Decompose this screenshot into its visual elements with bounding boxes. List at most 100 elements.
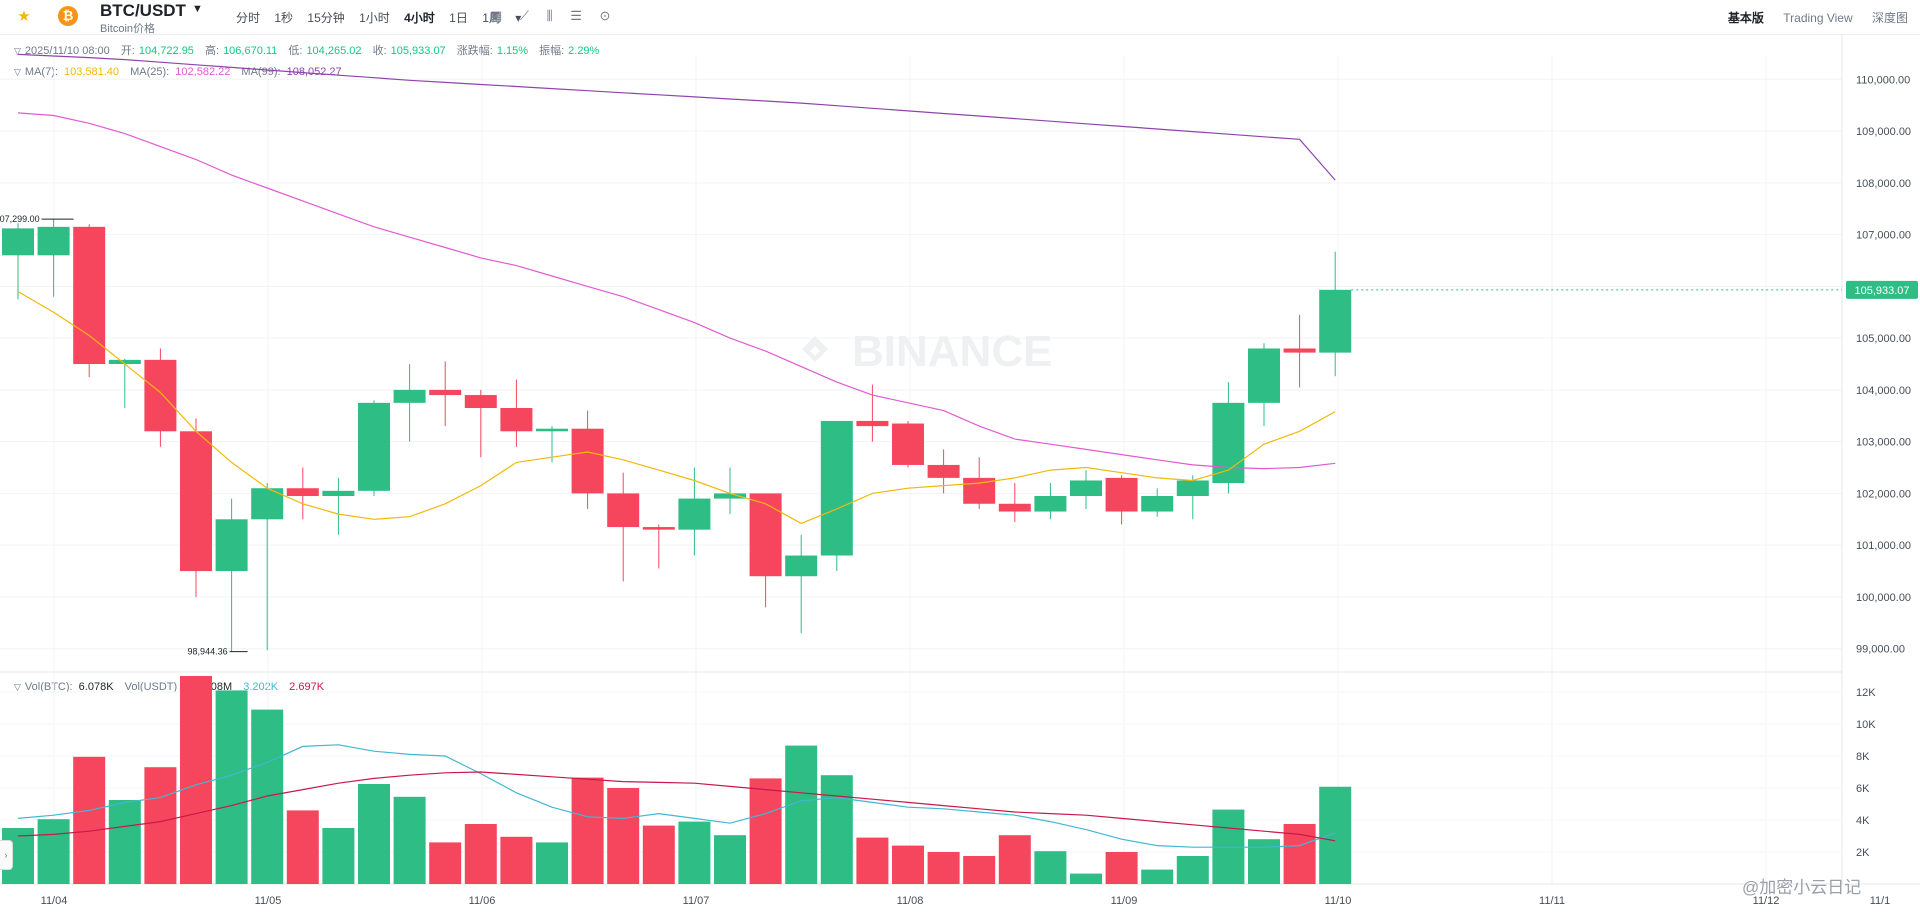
view-basic[interactable]: 基本版 [1727, 11, 1764, 25]
pair-dropdown-icon[interactable]: ▼ [192, 3, 203, 15]
volume-bar [37, 819, 70, 884]
volume-tick-label: 8K [1856, 751, 1870, 763]
interval-tab[interactable]: 1日 [449, 11, 468, 25]
candle-body [500, 408, 533, 432]
candle-body [286, 488, 319, 496]
price-tick-label: 110,000.00 [1856, 74, 1910, 86]
interval-tab[interactable]: 1周 [482, 11, 501, 25]
interval-tab-active[interactable]: 4小时 [404, 11, 435, 25]
high-label: 高: [205, 45, 220, 57]
candle-body [856, 420, 889, 427]
ma25-line [17, 112, 1336, 470]
ohlc-info-bar: ▽ 2025/11/10 08:00 开: 104,722.95 高: 106,670… [14, 42, 599, 58]
volume-bar [180, 676, 212, 884]
volume-bar [1176, 856, 1209, 884]
more-intervals-icon[interactable]: ▾ [515, 11, 522, 25]
more-settings-icon[interactable]: ⊙ [599, 8, 611, 23]
vol-usdt-label: Vol(USDT) [124, 681, 178, 693]
vol-ma1-value: 3.202K [243, 681, 279, 693]
change-value: 1.15% [496, 45, 529, 57]
volume-bar [785, 745, 818, 884]
candle-body [215, 519, 248, 572]
volume-bar [998, 835, 1031, 884]
candle-body [1212, 402, 1245, 484]
interval-tab[interactable]: 1小时 [359, 11, 390, 25]
favorite-star-icon[interactable]: ★ [17, 8, 31, 25]
candle-body [820, 420, 853, 556]
candle-body [108, 359, 141, 364]
price-tick-label: 108,000.00 [1856, 178, 1911, 190]
time-axis-label: 11/09 [1111, 895, 1138, 907]
amplitude-label: 振幅: [539, 45, 565, 57]
candle-body [464, 395, 497, 408]
calendar-icon[interactable]: ▦ [490, 8, 503, 23]
low-value: 104,265.02 [306, 45, 362, 57]
collapse-chevron-icon[interactable]: ▽ [14, 46, 21, 56]
volume-bar [1070, 873, 1102, 884]
pair-title[interactable]: BTC/USDT [100, 1, 186, 20]
volume-bar [464, 824, 497, 884]
interval-tab[interactable]: 15分钟 [307, 11, 345, 25]
volume-tick-label: 4K [1856, 815, 1870, 827]
bitcoin-coin-icon: ₿ [58, 6, 78, 26]
ma-collapse-icon[interactable]: ▽ [14, 67, 21, 77]
close-value: 105,933.07 [390, 45, 446, 57]
volume-tick-label: 10K [1856, 719, 1876, 731]
volume-bar [571, 777, 604, 884]
interval-tab[interactable]: 分时 [236, 11, 261, 25]
ma25-label: MA(25): [130, 66, 170, 78]
interval-tab[interactable]: 1秒 [274, 11, 294, 25]
volume-bar [1105, 852, 1138, 884]
candle-body [536, 428, 568, 432]
volume-bar [500, 836, 533, 884]
view-depth[interactable]: 深度图 [1871, 11, 1908, 25]
volume-bar [536, 842, 568, 884]
view-tradingview[interactable]: Trading View [1783, 11, 1853, 25]
candle-type-icon[interactable]: ⫼ [546, 8, 553, 23]
price-tick-label: 104,000.00 [1856, 385, 1911, 397]
volume-tick-label: 2K [1856, 847, 1870, 859]
indicator-icon[interactable]: ⟋ [519, 8, 530, 23]
min-price-label: 98,944.36 [188, 647, 228, 657]
time-axis-label: 11/04 [41, 895, 68, 907]
candle-body [1034, 496, 1067, 512]
time-axis-label: 11/12 [1753, 895, 1780, 907]
candle-body [1070, 480, 1102, 496]
high-value: 106,670.11 [223, 45, 278, 57]
candle-body [892, 423, 924, 465]
candle-body [144, 359, 177, 432]
current-price-badge [1846, 280, 1918, 299]
volume-bar [714, 835, 746, 884]
volume-bar [927, 852, 960, 884]
vol-ma2-value: 2.697K [289, 681, 325, 693]
candle-body [1319, 289, 1352, 353]
amplitude-value: 2.29% [568, 45, 600, 57]
time-axis-label: 11/10 [1325, 895, 1352, 907]
candle-body [642, 527, 675, 530]
time-axis-label: 11/05 [255, 895, 282, 907]
price-tick-label: 109,000.00 [1856, 126, 1911, 138]
vol-collapse-icon[interactable]: ▽ [14, 682, 21, 692]
volume-bar [856, 837, 889, 884]
panel-collapse-handle[interactable]: › [0, 840, 13, 870]
ma7-value: 103,581.40 [63, 66, 120, 78]
volume-bar [358, 784, 390, 884]
vol-btc-value: 6.078K [78, 681, 114, 693]
volume-bar [820, 775, 853, 884]
settings-sliders-icon[interactable]: ☰ [570, 8, 582, 23]
time-axis-label: 11/11 [1539, 895, 1565, 907]
candle-body [2, 228, 34, 256]
volume-bar [215, 690, 248, 884]
price-tick-label: 103,000.00 [1856, 437, 1911, 449]
binance-logo-inner [810, 346, 820, 356]
candle-body [678, 498, 711, 530]
pair-subtitle[interactable]: Bitcoin价格 [100, 23, 156, 35]
candle-body [963, 477, 996, 504]
time-axis-label: 11/08 [897, 895, 924, 907]
price-tick-label: 101,000.00 [1856, 540, 1911, 552]
volume-tick-label: 12K [1856, 687, 1876, 699]
ohlc-date: 2025/11/10 08:00 [24, 45, 110, 57]
candle-body [322, 490, 355, 496]
volume-ma2-line [17, 771, 1336, 842]
